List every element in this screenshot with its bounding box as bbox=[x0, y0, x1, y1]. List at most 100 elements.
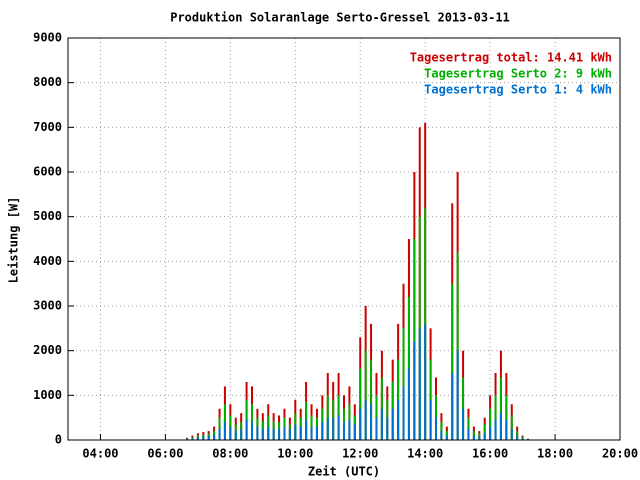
bar bbox=[310, 426, 313, 440]
bar bbox=[202, 436, 205, 440]
x-tick-label: 14:00 bbox=[407, 447, 443, 461]
y-tick-label: 0 bbox=[55, 433, 62, 447]
bar bbox=[207, 435, 210, 440]
plot-frame bbox=[67, 37, 621, 441]
bar bbox=[196, 437, 199, 440]
x-tick-label: 10:00 bbox=[277, 447, 313, 461]
bar bbox=[234, 431, 237, 440]
bar bbox=[472, 435, 475, 440]
bar bbox=[510, 415, 513, 440]
x-tick-label: 20:00 bbox=[602, 447, 638, 461]
bar bbox=[407, 368, 410, 440]
x-tick-label: 08:00 bbox=[212, 447, 248, 461]
bar bbox=[456, 252, 459, 440]
bar bbox=[521, 438, 524, 440]
bar bbox=[294, 424, 297, 440]
bar bbox=[288, 428, 291, 440]
bar bbox=[251, 422, 254, 440]
bar bbox=[499, 413, 502, 440]
y-tick-label: 4000 bbox=[33, 254, 62, 268]
y-tick-label: 3000 bbox=[33, 299, 62, 313]
bar bbox=[380, 408, 383, 440]
y-tick-label: 7000 bbox=[33, 120, 62, 134]
chart-title: Produktion Solaranlage Serto-Gressel 201… bbox=[170, 11, 510, 25]
y-tick-label: 6000 bbox=[33, 165, 62, 179]
bar bbox=[359, 368, 362, 440]
bar bbox=[467, 428, 470, 440]
bar bbox=[434, 417, 437, 440]
bar bbox=[440, 422, 443, 440]
bar bbox=[213, 434, 216, 440]
bar bbox=[348, 419, 351, 440]
bar bbox=[375, 417, 378, 440]
bar bbox=[445, 435, 448, 440]
x-tick-label: 18:00 bbox=[537, 447, 573, 461]
bar bbox=[364, 399, 367, 440]
bar bbox=[261, 428, 264, 440]
legend-entry: Tagesertrag Serto 1: 4 kWh bbox=[424, 83, 612, 97]
bar bbox=[467, 417, 470, 440]
bar bbox=[499, 377, 502, 440]
bar bbox=[256, 426, 259, 440]
bar bbox=[370, 359, 373, 440]
bar bbox=[332, 417, 335, 440]
y-axis-label: Leistung [W] bbox=[7, 197, 21, 284]
bar bbox=[429, 399, 432, 440]
bar bbox=[299, 426, 302, 440]
bar bbox=[267, 426, 270, 440]
bar bbox=[489, 408, 492, 440]
bar bbox=[337, 415, 340, 440]
y-tick-label: 2000 bbox=[33, 343, 62, 357]
bar bbox=[229, 426, 232, 440]
bar bbox=[391, 408, 394, 440]
bar bbox=[413, 239, 416, 440]
bar bbox=[305, 419, 308, 440]
bar bbox=[397, 399, 400, 440]
bar bbox=[478, 436, 481, 440]
bar bbox=[402, 328, 405, 440]
bar bbox=[521, 436, 524, 440]
bar bbox=[456, 350, 459, 440]
bar bbox=[424, 323, 427, 440]
bar bbox=[315, 426, 318, 440]
bar bbox=[451, 373, 454, 440]
bar bbox=[191, 438, 194, 440]
bar bbox=[516, 435, 519, 440]
bar bbox=[418, 328, 421, 440]
bar bbox=[483, 433, 486, 440]
y-tick-label: 9000 bbox=[33, 31, 62, 45]
bar bbox=[278, 428, 281, 440]
bar bbox=[386, 417, 389, 440]
legend-entry: Tagesertrag Serto 2: 9 kWh bbox=[424, 67, 612, 81]
legend-entry: Tagesertrag total: 14.41 kWh bbox=[410, 51, 612, 65]
bar bbox=[343, 422, 345, 440]
bar bbox=[272, 428, 275, 440]
bar bbox=[494, 419, 497, 440]
bar bbox=[462, 408, 465, 440]
x-tick-label: 06:00 bbox=[147, 447, 183, 461]
bar bbox=[240, 428, 243, 440]
x-axis-label: Zeit (UTC) bbox=[308, 465, 380, 479]
bar bbox=[218, 428, 221, 440]
x-tick-label: 12:00 bbox=[342, 447, 378, 461]
bar bbox=[353, 424, 356, 440]
bar bbox=[510, 428, 513, 440]
bar bbox=[505, 419, 508, 440]
bar bbox=[321, 422, 324, 440]
y-tick-label: 5000 bbox=[33, 209, 62, 223]
bar bbox=[245, 419, 248, 440]
bar bbox=[413, 341, 416, 440]
bar bbox=[402, 386, 405, 440]
bar bbox=[326, 417, 329, 440]
bar bbox=[494, 395, 497, 440]
bar bbox=[505, 395, 508, 440]
bar bbox=[440, 431, 443, 440]
x-tick-label: 04:00 bbox=[82, 447, 118, 461]
bar bbox=[218, 417, 221, 440]
bar bbox=[359, 408, 362, 440]
x-tick-label: 16:00 bbox=[472, 447, 508, 461]
y-tick-label: 1000 bbox=[33, 388, 62, 402]
bar bbox=[489, 426, 492, 440]
y-tick-label: 8000 bbox=[33, 75, 62, 89]
